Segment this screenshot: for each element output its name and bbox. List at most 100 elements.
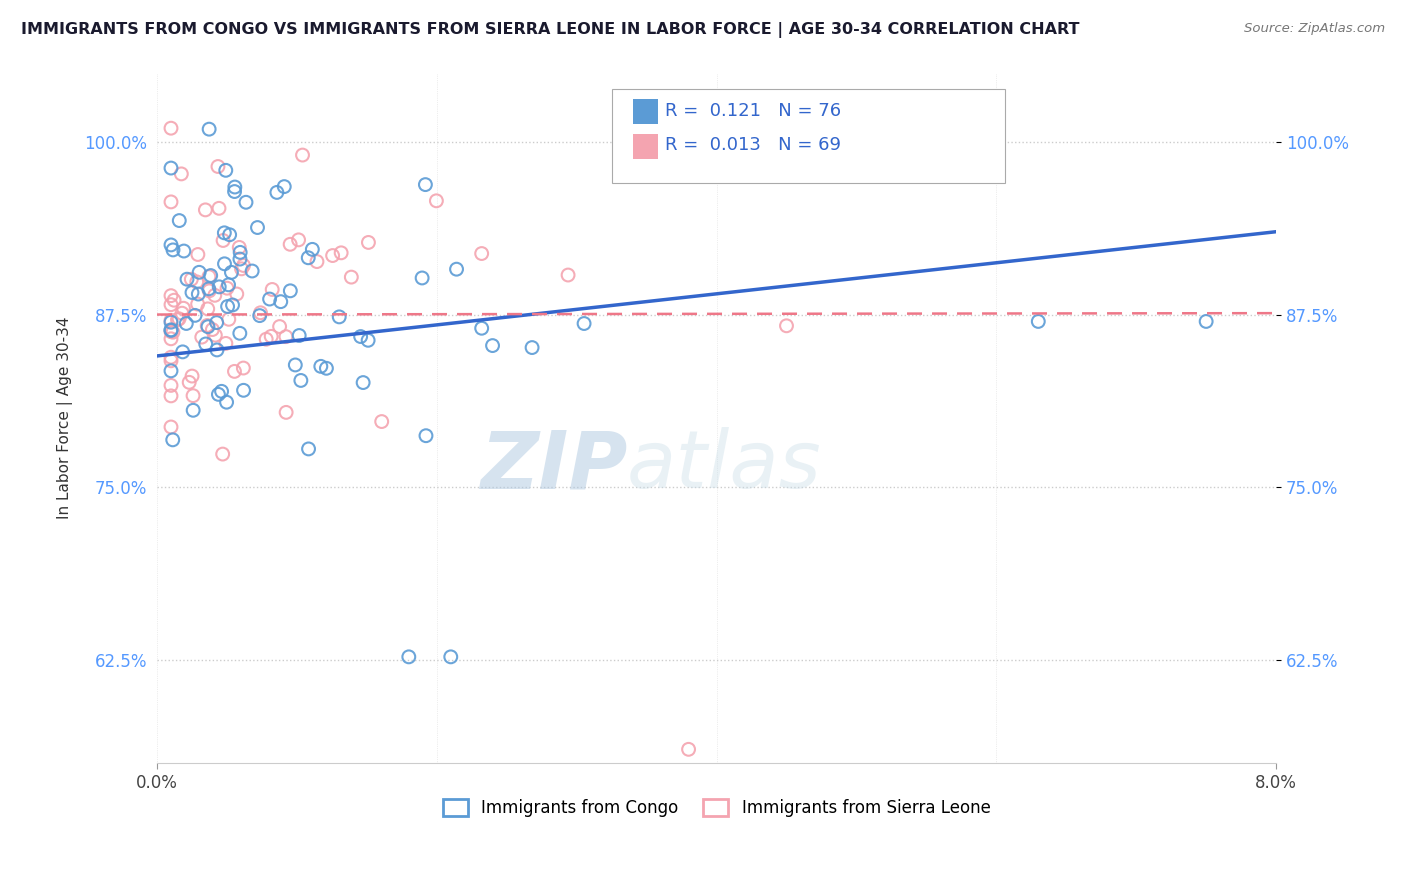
- Text: Source: ZipAtlas.com: Source: ZipAtlas.com: [1244, 22, 1385, 36]
- Point: [1026, 314, 1049, 328]
- Point: [160, 420, 183, 434]
- Point: [260, 329, 283, 343]
- Point: [315, 361, 337, 376]
- Point: [211, 447, 233, 461]
- Point: [278, 284, 301, 298]
- Point: [249, 309, 271, 323]
- Point: [160, 315, 183, 329]
- Point: [249, 306, 271, 320]
- Point: [160, 161, 183, 175]
- Point: [232, 259, 254, 273]
- Text: IMMIGRANTS FROM CONGO VS IMMIGRANTS FROM SIERRA LEONE IN LABOR FORCE | AGE 30-34: IMMIGRANTS FROM CONGO VS IMMIGRANTS FROM…: [21, 22, 1080, 38]
- Point: [170, 306, 193, 320]
- Point: [297, 251, 319, 265]
- Point: [186, 275, 208, 289]
- Point: [160, 353, 183, 368]
- Point: [291, 148, 314, 162]
- Point: [259, 292, 281, 306]
- Point: [288, 328, 311, 343]
- Text: R =  0.013   N = 69: R = 0.013 N = 69: [665, 136, 841, 154]
- Point: [195, 318, 218, 333]
- Point: [191, 330, 214, 344]
- Text: ZIP: ZIP: [479, 427, 627, 506]
- Point: [322, 248, 344, 262]
- Point: [446, 262, 468, 277]
- Point: [211, 384, 233, 399]
- Point: [266, 186, 288, 200]
- Point: [160, 378, 183, 392]
- Text: R =  0.121   N = 76: R = 0.121 N = 76: [665, 103, 841, 120]
- Point: [214, 257, 236, 271]
- Point: [198, 122, 221, 136]
- Point: [276, 405, 298, 419]
- Point: [167, 311, 190, 326]
- Point: [176, 272, 198, 286]
- Point: [678, 742, 700, 756]
- Point: [207, 160, 229, 174]
- Point: [218, 277, 240, 292]
- Point: [228, 240, 250, 254]
- Point: [221, 298, 243, 312]
- Point: [218, 227, 240, 242]
- Point: [160, 389, 183, 403]
- Point: [214, 226, 236, 240]
- Text: atlas: atlas: [627, 427, 821, 506]
- Point: [481, 338, 503, 352]
- Point: [212, 234, 235, 248]
- Point: [198, 269, 221, 284]
- Point: [1195, 314, 1218, 328]
- Point: [208, 202, 231, 216]
- Point: [160, 364, 183, 378]
- Point: [162, 243, 184, 257]
- Point: [218, 312, 240, 326]
- Point: [297, 442, 319, 456]
- Point: [194, 337, 217, 351]
- Point: [415, 428, 437, 442]
- Point: [232, 384, 254, 398]
- Legend: Immigrants from Congo, Immigrants from Sierra Leone: Immigrants from Congo, Immigrants from S…: [436, 792, 997, 824]
- Point: [169, 213, 191, 227]
- Point: [215, 163, 238, 178]
- Point: [197, 301, 219, 316]
- Point: [179, 376, 201, 390]
- Point: [187, 247, 209, 261]
- Point: [160, 288, 183, 302]
- Point: [215, 281, 238, 295]
- Point: [224, 364, 246, 378]
- Point: [187, 287, 209, 301]
- Point: [217, 300, 239, 314]
- Point: [181, 389, 204, 403]
- Point: [172, 301, 194, 316]
- Point: [166, 312, 188, 326]
- Point: [370, 415, 392, 429]
- Point: [274, 329, 297, 343]
- Point: [415, 178, 437, 192]
- Point: [305, 254, 328, 268]
- Point: [557, 268, 579, 282]
- Point: [229, 252, 252, 266]
- Point: [207, 387, 229, 401]
- Point: [160, 323, 183, 337]
- Point: [328, 310, 350, 324]
- Point: [224, 185, 246, 199]
- Point: [172, 344, 194, 359]
- Point: [240, 264, 263, 278]
- Point: [160, 238, 183, 252]
- Point: [440, 649, 463, 664]
- Point: [205, 316, 228, 330]
- Point: [235, 195, 257, 210]
- Point: [775, 318, 797, 333]
- Point: [204, 328, 226, 343]
- Point: [160, 313, 183, 327]
- Point: [262, 283, 284, 297]
- Point: [224, 180, 246, 194]
- Point: [520, 341, 543, 355]
- Point: [269, 319, 291, 334]
- Point: [160, 350, 183, 364]
- Point: [170, 167, 193, 181]
- Point: [160, 323, 183, 337]
- Point: [270, 294, 292, 309]
- Point: [181, 403, 204, 417]
- Point: [572, 317, 595, 331]
- Point: [173, 244, 195, 258]
